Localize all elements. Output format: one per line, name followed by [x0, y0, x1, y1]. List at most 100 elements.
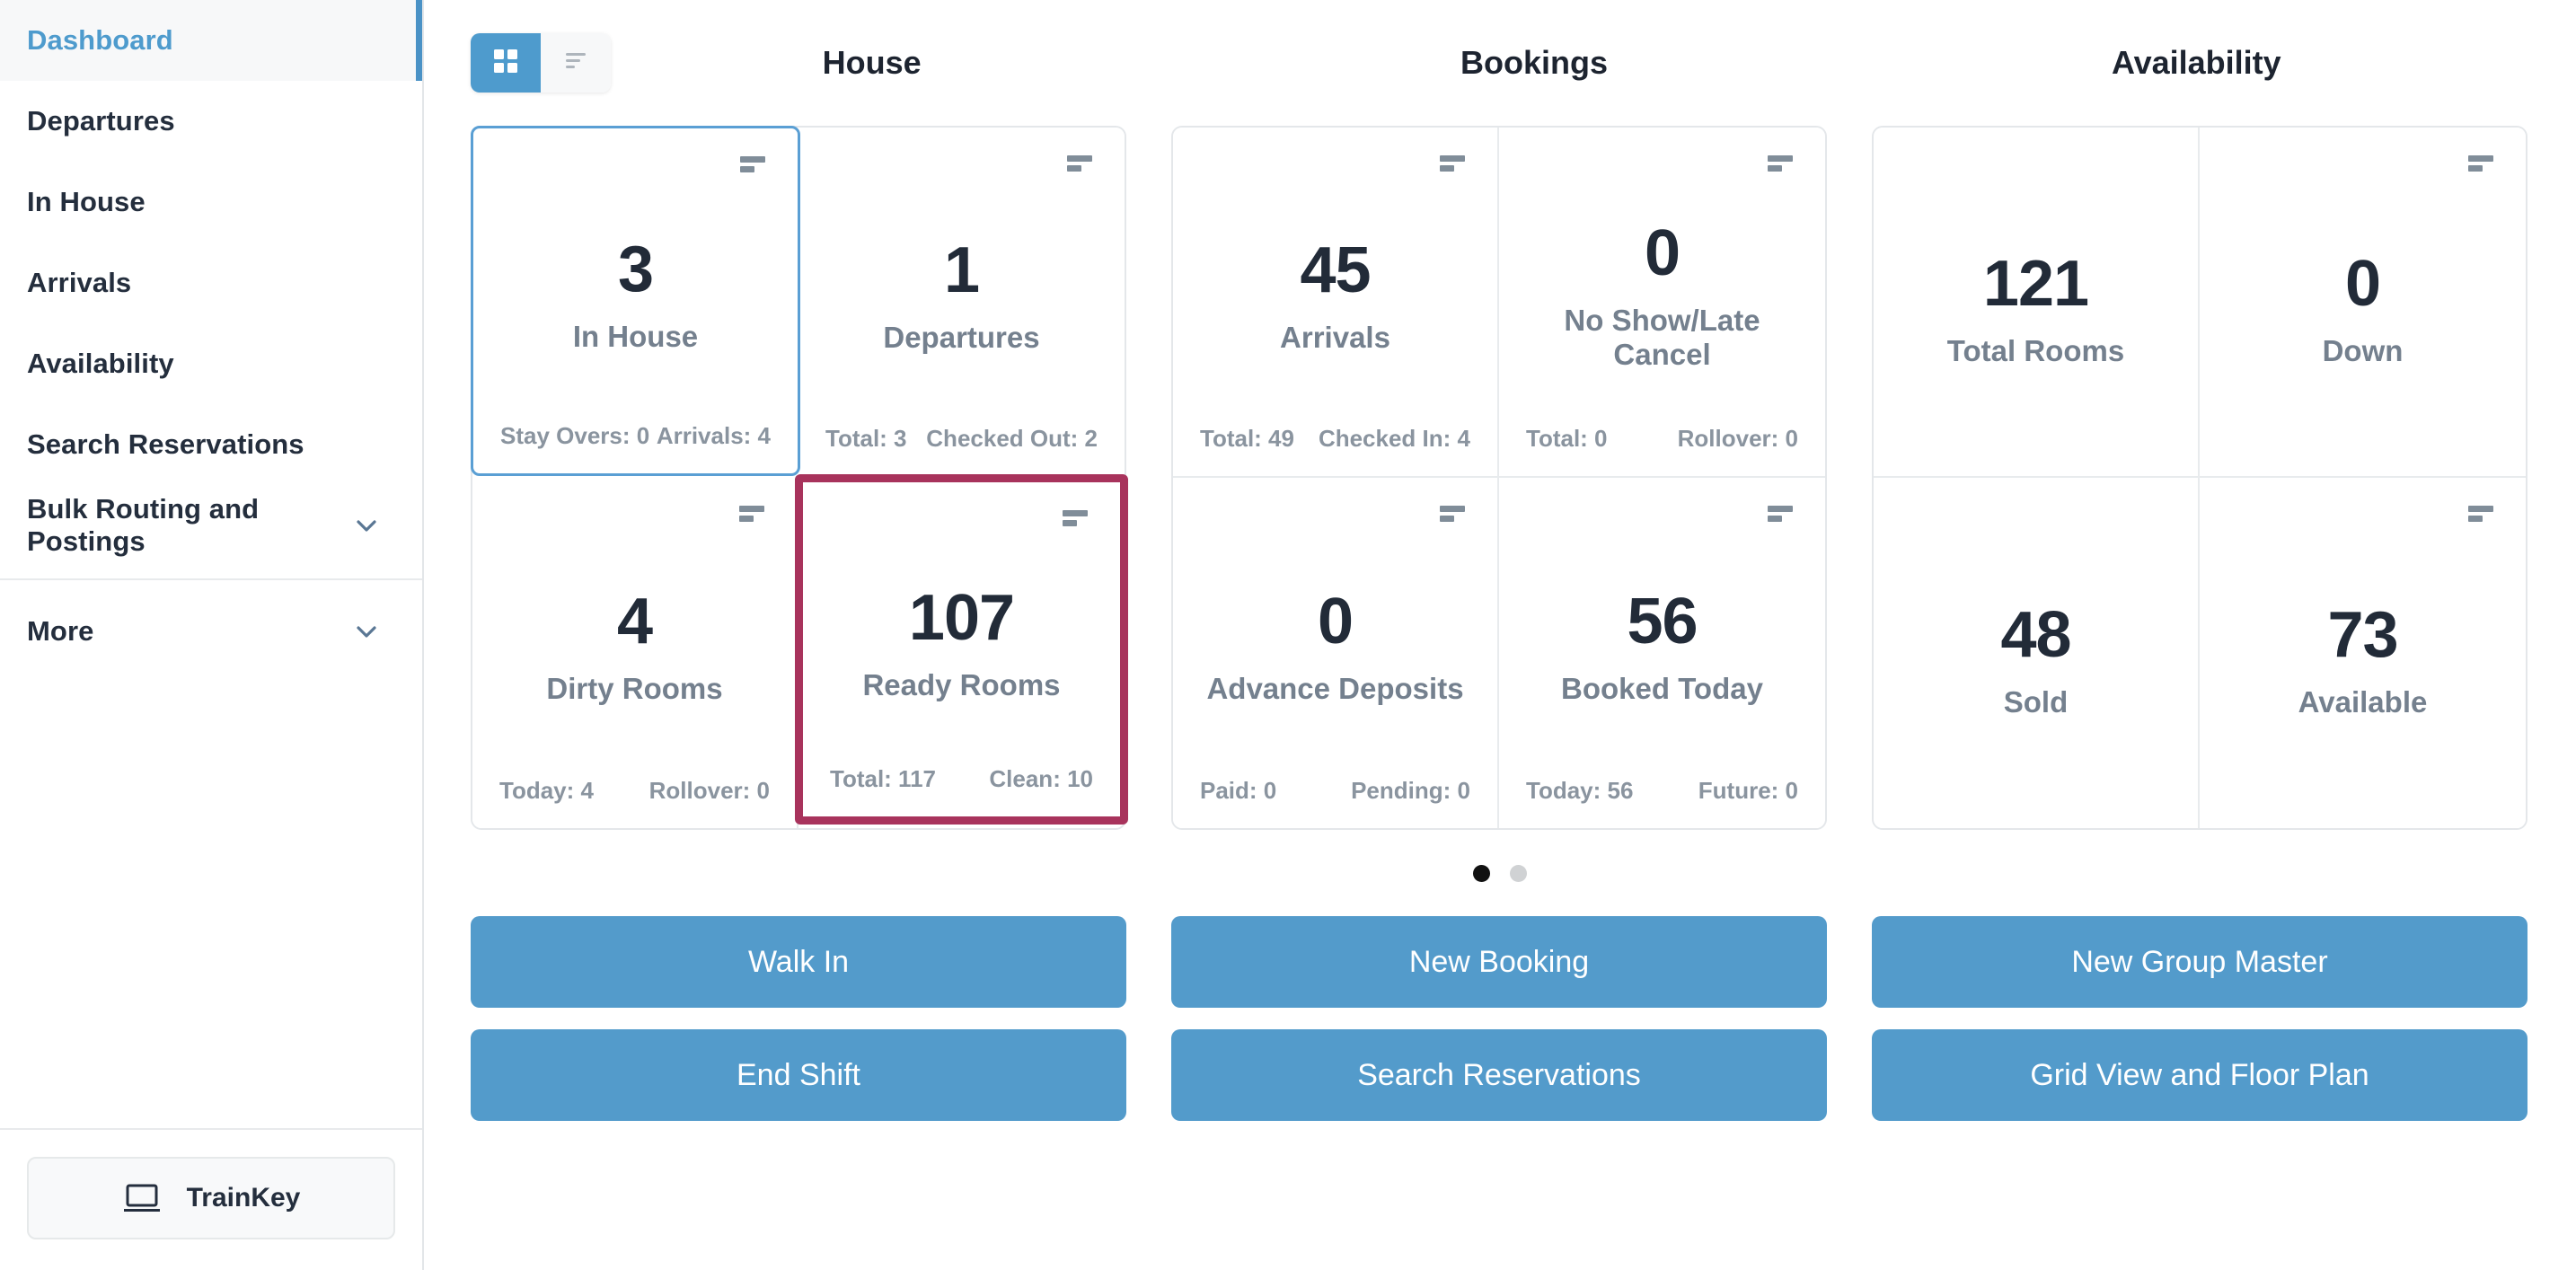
- kpi-footer-left: Paid: 0: [1200, 777, 1277, 804]
- kpi-card-booked-today[interactable]: 56 Booked Today Today: 56 Future: 0: [1499, 478, 1825, 828]
- sidebar-item-arrivals[interactable]: Arrivals: [0, 243, 422, 323]
- kpi-footer-left: Today: 56: [1526, 777, 1634, 804]
- list-view-button[interactable]: [541, 33, 611, 93]
- column-title-bookings: Bookings: [1460, 44, 1608, 81]
- list-bars-icon[interactable]: [1063, 507, 1093, 531]
- list-bars-icon[interactable]: [1768, 153, 1798, 176]
- end-shift-button[interactable]: End Shift: [471, 1029, 1126, 1121]
- grid-view-button[interactable]: [471, 33, 541, 93]
- kpi-label: No Show/Late Cancel: [1564, 303, 1760, 371]
- column-title-house: House: [822, 44, 922, 81]
- chevron-down-icon[interactable]: [350, 509, 383, 542]
- sidebar: Dashboard Departures In House Arrivals Avail…: [0, 0, 424, 1270]
- kpi-card-body: 107 Ready Rooms: [830, 522, 1093, 765]
- pagination-dots[interactable]: [424, 830, 2576, 916]
- kpi-label: In House: [572, 319, 699, 353]
- kpi-label: Departures: [883, 320, 1040, 354]
- list-bars-icon[interactable]: [2468, 503, 2499, 526]
- kpi-card-total-rooms[interactable]: 121 Total Rooms: [1874, 128, 2200, 478]
- sidebar-item-label: Arrivals: [27, 267, 132, 298]
- list-bars-icon[interactable]: [2468, 153, 2499, 176]
- sidebar-item-label: Departures: [27, 105, 175, 137]
- walk-in-button[interactable]: Walk In: [471, 916, 1126, 1008]
- kpi-footer: Total: 3 Checked Out: 2: [825, 425, 1098, 453]
- sidebar-item-label: In House: [27, 186, 146, 217]
- grid-view-and-floor-plan-button[interactable]: Grid View and Floor Plan: [1872, 1029, 2527, 1121]
- sidebar-item-more[interactable]: More: [0, 591, 422, 672]
- new-booking-button[interactable]: New Booking: [1171, 916, 1827, 1008]
- kpi-value: 0: [2344, 248, 2381, 321]
- kpi-footer-right: Future: 0: [1698, 777, 1798, 804]
- column-title-availability: Availability: [2111, 44, 2281, 81]
- kpi-card-body: 121 Total Rooms: [1901, 167, 2171, 453]
- sidebar-item-label: Dashboard: [27, 24, 173, 56]
- trainkey-button[interactable]: TrainKey: [27, 1157, 395, 1239]
- kpi-card-grid: 3 In House Stay Overs: 0 Arrivals: 4 1 Depart…: [471, 126, 1128, 830]
- sidebar-item-departures[interactable]: Departures: [0, 81, 422, 162]
- kpi-card-grid: 121 Total Rooms 0 Down 48 Sold 73 Available: [1872, 126, 2527, 830]
- sidebar-item-dashboard[interactable]: Dashboard: [0, 0, 422, 81]
- kpi-card-ready-rooms[interactable]: 107 Ready Rooms Total: 117 Clean: 10: [795, 474, 1128, 825]
- list-bars-icon[interactable]: [1768, 503, 1798, 526]
- kpi-footer-right: Checked Out: 2: [926, 425, 1098, 452]
- kpi-footer: Total: 0 Rollover: 0: [1526, 425, 1798, 453]
- sidebar-item-bulk-routing-and-postings[interactable]: Bulk Routing and Postings: [0, 485, 422, 566]
- kpi-card-departures[interactable]: 1 Departures Total: 3 Checked Out: 2: [798, 128, 1125, 478]
- sidebar-item-label: Bulk Routing and Postings: [27, 493, 260, 557]
- kpi-footer-right: Pending: 0: [1351, 777, 1470, 804]
- kpi-footer-left: Total: 117: [830, 765, 937, 792]
- kpi-card-available[interactable]: 73 Available: [2200, 478, 2526, 828]
- kpi-value: 3: [617, 233, 654, 305]
- pagination-dot[interactable]: [1473, 864, 1490, 882]
- sidebar-item-label: More: [27, 615, 94, 647]
- kpi-footer: Total: 49 Checked In: 4: [1200, 425, 1470, 453]
- sidebar-spacer: [0, 672, 422, 1128]
- kpi-footer-left: Total: 0: [1526, 425, 1608, 452]
- kpi-card-body: 0 Down: [2227, 167, 2499, 453]
- kpi-footer-left: Today: 4: [499, 777, 594, 804]
- sidebar-nav: Dashboard Departures In House Arrivals Avail…: [0, 0, 422, 672]
- list-bars-icon[interactable]: [739, 503, 770, 526]
- sidebar-divider: [0, 578, 422, 580]
- kpi-card-body: 3 In House: [500, 168, 771, 422]
- kpi-card-no-show-late-cancel[interactable]: 0 No Show/Late Cancel Total: 0 Rollover: 0: [1499, 128, 1825, 478]
- sidebar-item-availability[interactable]: Availability: [0, 323, 422, 404]
- list-bars-icon[interactable]: [1067, 153, 1098, 176]
- kpi-card-sold[interactable]: 48 Sold: [1874, 478, 2200, 828]
- sidebar-item-search-reservations[interactable]: Search Reservations: [0, 404, 422, 485]
- kpi-card-body: 0 Advance Deposits: [1200, 517, 1470, 777]
- kpi-card-down[interactable]: 0 Down: [2200, 128, 2526, 478]
- list-bars-icon[interactable]: [1440, 503, 1470, 526]
- kpi-footer-right: Checked In: 4: [1318, 425, 1470, 452]
- view-toggle[interactable]: [471, 33, 611, 93]
- kpi-footer-left: Total: 3: [825, 425, 907, 452]
- action-column-bookings: New Booking Search Reservations: [1171, 916, 1827, 1121]
- sidebar-footer: TrainKey: [0, 1128, 422, 1270]
- kpi-card-body: 73 Available: [2227, 517, 2499, 805]
- list-icon: [560, 46, 591, 81]
- sidebar-item-in-house[interactable]: In House: [0, 162, 422, 243]
- kpi-label: Advance Deposits: [1206, 671, 1464, 705]
- kpi-label: Arrivals: [1280, 320, 1390, 354]
- kpi-columns: 3 In House Stay Overs: 0 Arrivals: 4 1 Depart…: [424, 126, 2576, 830]
- kpi-card-dirty-rooms[interactable]: 4 Dirty Rooms Today: 4 Rollover: 0: [472, 478, 798, 828]
- kpi-card-arrivals[interactable]: 45 Arrivals Total: 49 Checked In: 4: [1173, 128, 1499, 478]
- laptop-icon: [122, 1183, 162, 1213]
- kpi-label: Sold: [2003, 685, 2069, 719]
- kpi-card-advance-deposits[interactable]: 0 Advance Deposits Paid: 0 Pending: 0: [1173, 478, 1499, 828]
- kpi-footer: Today: 4 Rollover: 0: [499, 777, 770, 805]
- kpi-value: 0: [1644, 216, 1681, 289]
- list-bars-icon[interactable]: [740, 154, 771, 177]
- column-titles: House Bookings Availability: [611, 44, 2527, 82]
- kpi-card-in-house[interactable]: 3 In House Stay Overs: 0 Arrivals: 4: [471, 126, 800, 476]
- kpi-label: Total Rooms: [1946, 334, 2125, 368]
- search-reservations-button[interactable]: Search Reservations: [1171, 1029, 1827, 1121]
- chevron-down-icon[interactable]: [350, 615, 383, 648]
- list-bars-icon[interactable]: [1440, 153, 1470, 176]
- action-column-availability: New Group Master Grid View and Floor Plan: [1872, 916, 2527, 1121]
- new-group-master-button[interactable]: New Group Master: [1872, 916, 2527, 1008]
- pagination-dot[interactable]: [1510, 864, 1527, 882]
- kpi-label: Down: [2322, 334, 2404, 368]
- kpi-value: 73: [2327, 599, 2398, 672]
